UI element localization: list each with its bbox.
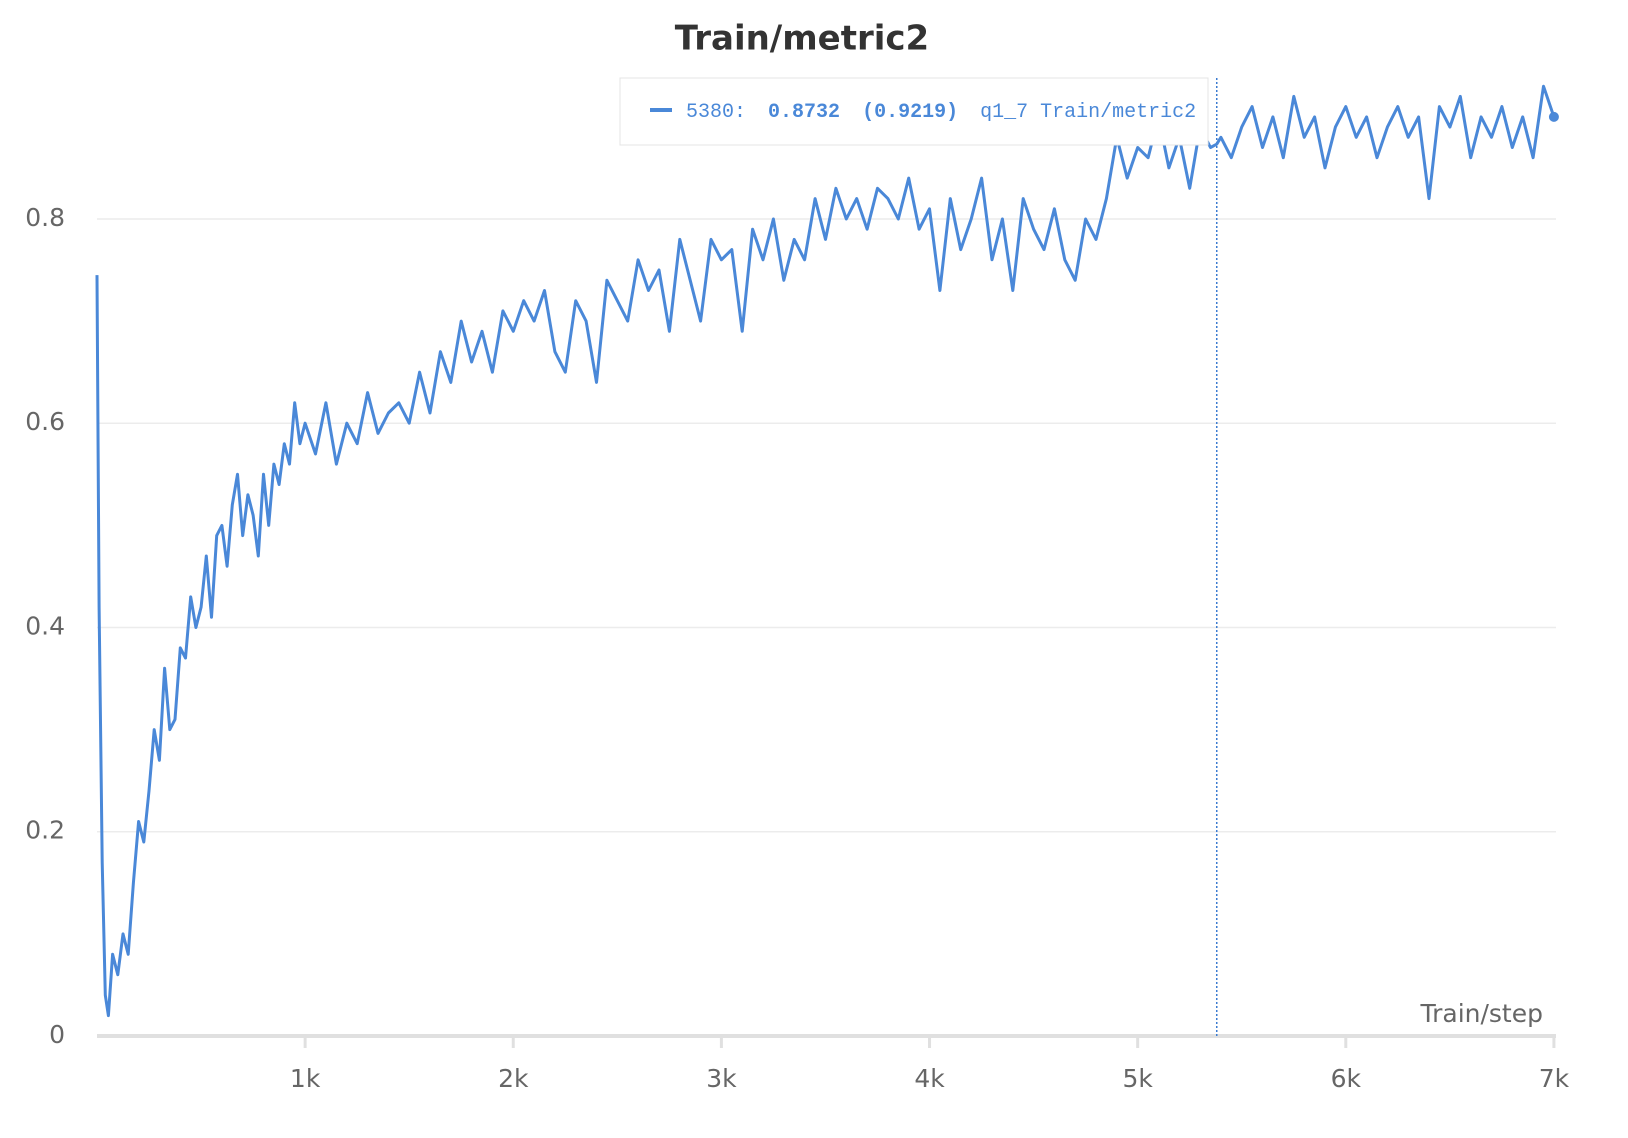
x-tick-label: 2k [498,1064,529,1093]
x-tick-label: 6k [1331,1064,1362,1093]
x-axis-label: Train/step [1420,999,1544,1028]
y-tick-label: 0.6 [25,407,65,436]
y-tick-label: 0.8 [25,203,65,232]
x-tick-label: 3k [706,1064,737,1093]
tooltip-value: 0.8732 [768,101,840,124]
tooltip-run: q1_7 Train/metric2 [980,101,1196,124]
tooltip-max: (0.9219) [862,101,958,124]
tooltip-step: 5380: [686,101,746,124]
chart-title: Train/metric2 [675,19,929,59]
x-tick-label: 4k [914,1064,945,1093]
tooltip: 5380: 0.8732 (0.9219) q1_7 Train/metric2 [619,77,1209,146]
y-tick-label: 0.2 [25,816,65,845]
plot-area: 0 0.2 0.4 0.6 0.8 1k 2k 3k 4k 5k 6k 7k [25,78,1570,1093]
y-tick-label: 0.4 [25,611,65,640]
x-tick-label: 5k [1122,1064,1153,1093]
tooltip-box [619,77,1209,146]
end-point [1548,111,1559,122]
y-tick-label: 0 [49,1020,65,1049]
x-tick-label: 1k [290,1064,321,1093]
tooltip-text: 5380: 0.8732 (0.9219) q1_7 Train/metric2 [686,101,1196,124]
x-tick-label: 7k [1539,1064,1570,1093]
data-line [95,84,1556,1018]
